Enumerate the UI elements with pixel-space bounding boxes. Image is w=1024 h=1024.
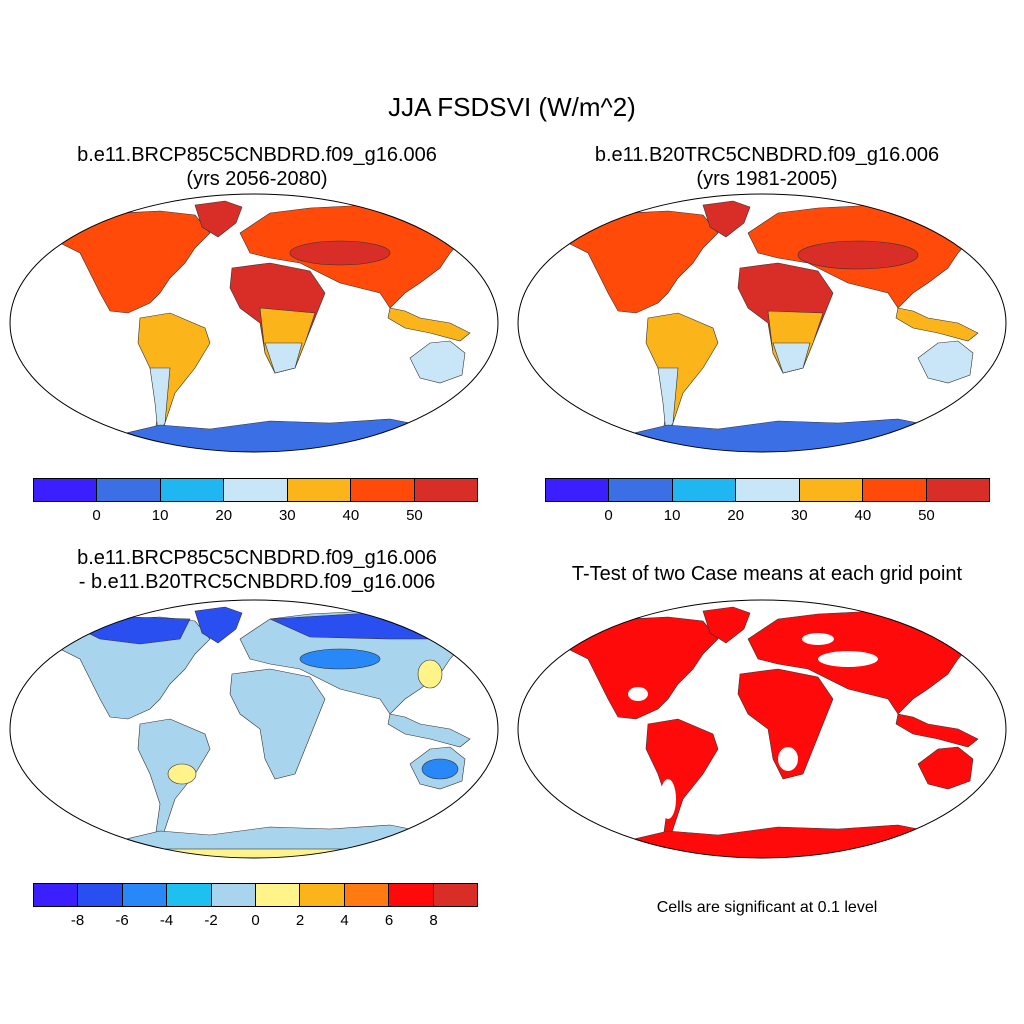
- panel-2-title: b.e11.B20TRC5CNBDRD.f09_g16.006 (yrs 198…: [532, 143, 1002, 191]
- central-asia-hot-region: [289, 240, 391, 266]
- colorbar-tick-label: 4: [340, 912, 349, 929]
- colorbar-swatch-2: [122, 884, 168, 906]
- colorbar-tick-label: 2: [295, 912, 305, 929]
- panel-2-case: b.e11.B20TRC5CNBDRD.f09_g16.006: [594, 144, 940, 166]
- south-america-region: [645, 312, 719, 439]
- panel-3-title: b.e11.BRCP85C5CNBDRD.f09_g16.006 - b.e11…: [22, 546, 492, 594]
- east-asia-warm-patch: [417, 659, 443, 689]
- colorbar-swatch-5: [351, 479, 415, 501]
- colorbar-swatch-3: [167, 884, 212, 906]
- colorbar-tick-label: 30: [278, 507, 296, 524]
- colorbar-swatch-0: [34, 884, 79, 906]
- colorbar-tick-label: -4: [159, 912, 174, 929]
- colorbar-swatch-0: [34, 479, 98, 501]
- colorbar-tick-label: 8: [429, 912, 438, 929]
- colorbar-tick-label: -6: [115, 912, 129, 929]
- panel-4-ttest-label: T-Test of two Case means at each grid po…: [571, 563, 963, 585]
- colorbar-swatch-1: [609, 479, 673, 501]
- colorbar-tick-label: 20: [215, 507, 233, 524]
- colorbar-swatch-8: [389, 884, 434, 906]
- north-america-region: [557, 210, 719, 314]
- colorbar-tick-label: -8: [70, 912, 85, 929]
- antarctica-region: [612, 418, 949, 452]
- colorbar-swatch-4: [211, 884, 257, 906]
- antarctica-region: [612, 824, 949, 858]
- southeast-asia-region: [895, 307, 979, 342]
- south-america-region: [137, 312, 211, 439]
- colorbar-difference: [33, 883, 478, 907]
- colorbar-tick-label: 40: [854, 507, 872, 524]
- colorbar-tick-label: 50: [918, 507, 935, 524]
- south-america-region: [645, 718, 719, 845]
- colorbar-swatch-7: [344, 884, 390, 906]
- colorbar-swatch-5: [256, 884, 301, 906]
- colorbar-swatch-3: [224, 479, 288, 501]
- significance-note: Cells are significant at 0.1 level: [656, 899, 878, 916]
- panel-4-title: T-Test of two Case means at each grid po…: [532, 562, 1002, 586]
- africa-south-region: [772, 342, 811, 374]
- antarctic-rim-band: [69, 848, 451, 858]
- south-america-south-region: [657, 367, 679, 434]
- southeast-asia-region: [387, 307, 471, 342]
- panel-3-minus-case: - b.e11.B20TRC5CNBDRD.f09_g16.006: [78, 571, 436, 593]
- north-america-region: [49, 210, 211, 314]
- africa-region: [229, 668, 326, 780]
- non-significant-gaps: [628, 633, 952, 819]
- colorbar-swatch-6: [414, 479, 477, 501]
- south-america-warm-patch: [167, 763, 197, 785]
- colorbar-historical: [545, 478, 990, 502]
- antarctica-region: [104, 418, 441, 452]
- panel-1-case: b.e11.BRCP85C5CNBDRD.f09_g16.006: [77, 144, 437, 166]
- southeast-asia-region: [387, 713, 471, 748]
- colorbar-swatch-2: [160, 479, 225, 501]
- colorbar-tick-label: 0: [92, 507, 101, 524]
- colorbar-swatch-4: [799, 479, 864, 501]
- colorbar-swatch-6: [926, 479, 989, 501]
- colorbar-tick-label: 20: [727, 507, 745, 524]
- map-ttest: [517, 599, 1007, 859]
- figure-title: JJA FSDSVI (W/m^2): [388, 92, 636, 122]
- colorbar-tick-label: 10: [663, 507, 681, 524]
- colorbar-historical-labels: 0 10 20 30 40 50: [545, 507, 990, 527]
- panel-1-years: (yrs 2056-2080): [186, 168, 328, 190]
- africa-south-region: [264, 342, 303, 374]
- panel-3-case: b.e11.BRCP85C5CNBDRD.f09_g16.006: [77, 547, 437, 569]
- colorbar-tick-label: -2: [204, 912, 218, 929]
- colorbar-swatch-2: [672, 479, 737, 501]
- central-asia-hot-region: [797, 240, 919, 270]
- colorbar-difference-labels: -8 -6 -4 -2 0 2 4 6 8: [33, 912, 478, 932]
- colorbar-tick-label: 40: [342, 507, 360, 524]
- colorbar-swatch-1: [78, 884, 123, 906]
- central-asia-patch: [299, 648, 381, 670]
- colorbar-swatch-0: [546, 479, 610, 501]
- colorbar-tick-label: 0: [604, 507, 613, 524]
- south-america-south-region: [149, 367, 171, 434]
- colorbar-tick-label: 6: [384, 912, 394, 929]
- australia-region: [917, 340, 974, 384]
- north-america-region: [557, 616, 719, 720]
- panel-1-title: b.e11.BRCP85C5CNBDRD.f09_g16.006 (yrs 20…: [22, 143, 492, 191]
- colorbar-swatch-4: [287, 479, 352, 501]
- australia-patch: [421, 758, 459, 780]
- colorbar-swatch-3: [736, 479, 800, 501]
- colorbar-tick-label: 50: [406, 507, 423, 524]
- map-future-case: [9, 193, 499, 453]
- colorbar-tick-label: 10: [151, 507, 169, 524]
- colorbar-tick-label: 0: [251, 912, 260, 929]
- australia-region: [917, 746, 974, 790]
- colorbar-future: [33, 478, 478, 502]
- colorbar-swatch-5: [863, 479, 927, 501]
- colorbar-swatch-6: [300, 884, 345, 906]
- southeast-asia-region: [895, 713, 979, 748]
- map-historical-case: [517, 193, 1007, 453]
- colorbar-future-labels: 0 10 20 30 40 50: [33, 507, 478, 527]
- colorbar-tick-label: 30: [790, 507, 808, 524]
- colorbar-swatch-1: [97, 479, 161, 501]
- map-difference: [9, 599, 499, 859]
- panel-2-years: (yrs 1981-2005): [696, 168, 838, 190]
- australia-region: [409, 340, 466, 384]
- colorbar-swatch-9: [433, 884, 478, 906]
